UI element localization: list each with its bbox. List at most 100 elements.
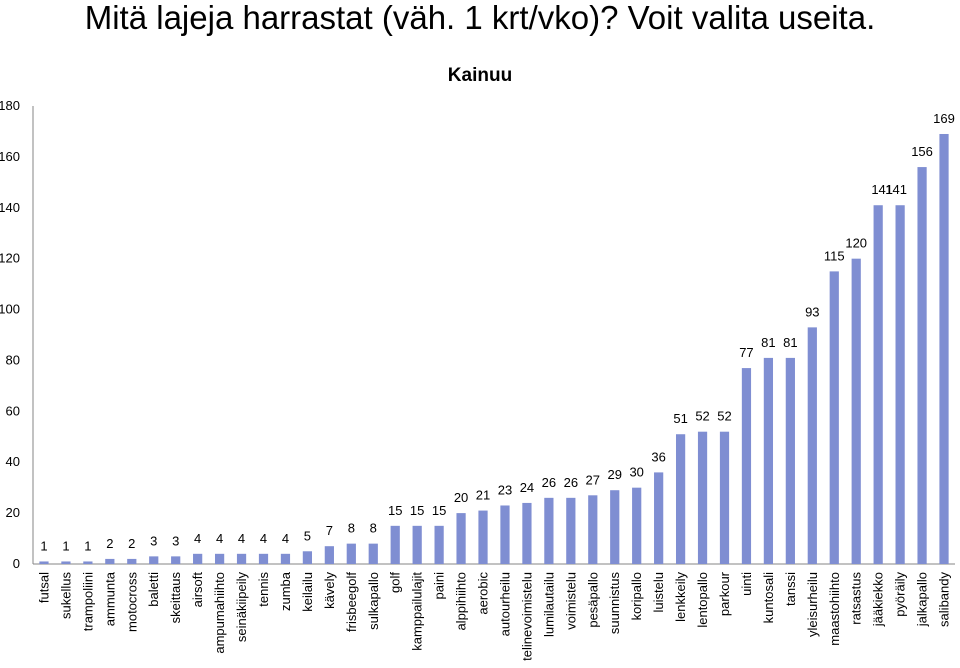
data-label: 169 bbox=[933, 111, 955, 126]
data-label: 156 bbox=[911, 144, 933, 159]
data-label: 21 bbox=[476, 488, 490, 503]
y-tick-labels: 0 20 40 60 80 100 120 140 160 180 bbox=[0, 98, 20, 571]
y-tick-label: 20 bbox=[6, 505, 20, 520]
bar bbox=[807, 327, 817, 564]
bar bbox=[324, 546, 334, 564]
category-label: telinevoimistelu bbox=[519, 572, 534, 661]
bar bbox=[171, 556, 181, 564]
category-label: suunnistus bbox=[607, 572, 622, 635]
data-label: 52 bbox=[695, 409, 709, 424]
bar bbox=[193, 553, 203, 564]
data-label: 5 bbox=[304, 528, 311, 543]
data-label: 81 bbox=[783, 335, 797, 350]
category-label: lenkkeily bbox=[673, 572, 688, 622]
bar bbox=[829, 271, 839, 564]
category-label: sukellus bbox=[58, 572, 73, 619]
bar bbox=[675, 434, 686, 564]
data-label: 141 bbox=[871, 182, 893, 197]
bar bbox=[654, 472, 664, 564]
data-label: 81 bbox=[761, 335, 775, 350]
bar bbox=[127, 558, 137, 564]
category-label: parkour bbox=[717, 571, 732, 616]
bar bbox=[236, 553, 247, 564]
category-labels: futsal sukellus trampoliini ammunta motocros… bbox=[36, 571, 951, 661]
y-tick-label: 180 bbox=[0, 98, 20, 113]
category-label: kävely bbox=[322, 572, 337, 609]
category-label: keilailu bbox=[300, 572, 315, 612]
bar bbox=[412, 525, 422, 564]
data-label: 26 bbox=[564, 475, 578, 490]
bar bbox=[258, 553, 269, 564]
bar bbox=[566, 497, 576, 564]
category-label: kamppailulajit bbox=[410, 572, 425, 651]
data-label: 7 bbox=[326, 523, 333, 538]
y-tick-label: 0 bbox=[13, 556, 20, 571]
data-label: 141 bbox=[885, 182, 907, 197]
category-label: ratsastus bbox=[849, 572, 864, 625]
data-label: 3 bbox=[172, 533, 179, 548]
data-label: 4 bbox=[238, 531, 245, 546]
category-label: seinäkiipeily bbox=[234, 572, 249, 643]
y-tick-label: 120 bbox=[0, 251, 20, 266]
bar bbox=[214, 553, 225, 564]
data-label: 36 bbox=[651, 449, 665, 464]
data-label: 4 bbox=[194, 531, 201, 546]
bar bbox=[939, 133, 949, 565]
data-label: 24 bbox=[520, 480, 534, 495]
category-label: ampumahiihto bbox=[212, 572, 227, 654]
data-label: 29 bbox=[608, 467, 622, 482]
data-label: 8 bbox=[370, 521, 377, 536]
chart-title: Kainuu bbox=[448, 65, 512, 86]
data-label: 23 bbox=[498, 482, 512, 497]
data-label: 4 bbox=[282, 531, 289, 546]
page-title: Mitä lajeja harrastat (väh. 1 krt/vko)? … bbox=[85, 0, 876, 36]
category-label: trampoliini bbox=[80, 572, 95, 631]
category-label: autourheilu bbox=[497, 572, 512, 636]
bar bbox=[478, 510, 488, 564]
data-label: 52 bbox=[717, 409, 731, 424]
data-label: 93 bbox=[805, 304, 819, 319]
bar bbox=[280, 553, 291, 564]
bar bbox=[763, 357, 774, 564]
bar bbox=[873, 205, 883, 565]
category-label: yleisurheilu bbox=[805, 572, 820, 637]
bar bbox=[697, 431, 708, 564]
data-label: 27 bbox=[586, 472, 600, 487]
data-label: 115 bbox=[824, 248, 845, 263]
bar bbox=[917, 167, 927, 564]
category-label: lentopallo bbox=[695, 572, 710, 628]
category-label: aerobic bbox=[476, 572, 491, 615]
data-label: 15 bbox=[432, 503, 446, 518]
category-label: maastohiihto bbox=[827, 572, 842, 646]
category-label: golf bbox=[388, 572, 403, 593]
data-label: 1 bbox=[62, 538, 69, 553]
bar bbox=[741, 368, 752, 564]
bar bbox=[610, 490, 620, 564]
y-tick-label: 60 bbox=[6, 403, 20, 418]
bar bbox=[39, 561, 49, 564]
data-label: 1 bbox=[40, 538, 47, 553]
bar bbox=[544, 497, 554, 564]
category-label: voimistelu bbox=[563, 572, 578, 630]
y-tick-label: 80 bbox=[6, 352, 20, 367]
category-label: sulkapallo bbox=[366, 572, 381, 630]
data-label: 8 bbox=[348, 521, 355, 536]
data-label: 26 bbox=[542, 475, 556, 490]
category-label: koripallo bbox=[629, 572, 644, 620]
category-label: tennis bbox=[256, 572, 271, 607]
data-label: 15 bbox=[410, 503, 424, 518]
bar bbox=[105, 558, 115, 564]
bar bbox=[346, 543, 356, 564]
data-label: 3 bbox=[150, 533, 157, 548]
category-label: lumilautailu bbox=[541, 572, 556, 637]
category-label: airsoft bbox=[190, 572, 205, 608]
y-tick-label: 160 bbox=[0, 149, 20, 164]
category-label: jääkiekko bbox=[871, 572, 886, 627]
data-label: 30 bbox=[629, 465, 643, 480]
data-label: 15 bbox=[388, 503, 402, 518]
bar bbox=[61, 561, 71, 564]
y-tick-label: 140 bbox=[0, 200, 20, 215]
bar bbox=[588, 495, 598, 564]
bar bbox=[785, 357, 795, 564]
